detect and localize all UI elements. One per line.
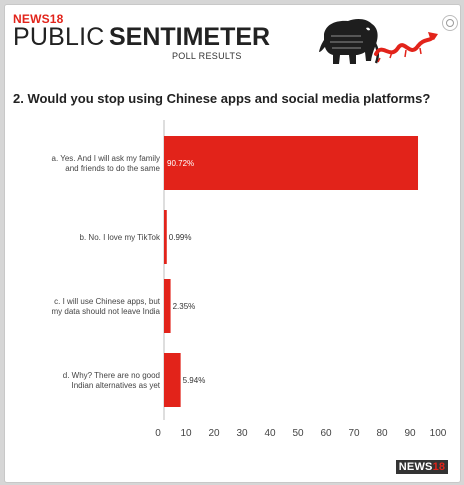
x-tick-label: 80 (376, 428, 388, 439)
dragon-icon (374, 32, 438, 63)
poll-question: 2. Would you stop using Chinese apps and… (13, 91, 431, 106)
bar (164, 279, 171, 333)
brand-logo-text: NEWS18 (13, 12, 64, 26)
bar-value-label: 0.99% (169, 233, 192, 242)
x-tick-label: 0 (155, 428, 161, 439)
bar-value-label: 2.35% (173, 302, 196, 311)
title-part-sentimeter: SENTIMETER (108, 23, 271, 51)
category-label: a. Yes. And I will ask my family (52, 154, 161, 163)
x-tick-label: 70 (348, 428, 360, 439)
title-part-public: PUBLIC (13, 23, 105, 51)
poll-card (4, 4, 461, 483)
category-label: Indian alternatives as yet (72, 381, 161, 390)
footer-logo: NEWS18 (396, 460, 448, 474)
x-tick-label: 90 (404, 428, 416, 439)
bar-value-label: 5.94% (183, 376, 206, 385)
subtitle: POLL RESULTS (172, 51, 242, 61)
footer-logo-18: 18 (432, 461, 446, 473)
x-tick-label: 10 (180, 428, 192, 439)
x-tick-label: 50 (292, 428, 304, 439)
x-tick-label: 30 (236, 428, 248, 439)
bar-value-label: 90.72% (167, 159, 194, 168)
category-label: c. I will use Chinese apps, but (54, 297, 161, 306)
x-tick-label: 40 (264, 428, 276, 439)
bar (164, 210, 167, 264)
page-title: PUBLIC SENTIMETER (13, 23, 270, 52)
category-label: b. No. I love my TikTok (80, 233, 161, 242)
elephant-icon (319, 19, 379, 64)
x-tick-label: 20 (208, 428, 220, 439)
bar (164, 136, 419, 190)
category-label: d. Why? There are no good (63, 371, 160, 380)
gear-icon[interactable] (442, 15, 458, 31)
category-label: my data should not leave India (51, 307, 160, 316)
x-tick-label: 100 (430, 428, 447, 439)
footer-logo-news: NEWS (398, 461, 433, 473)
category-label: and friends to do the same (65, 164, 160, 173)
bar (164, 353, 181, 407)
x-tick-label: 60 (320, 428, 332, 439)
